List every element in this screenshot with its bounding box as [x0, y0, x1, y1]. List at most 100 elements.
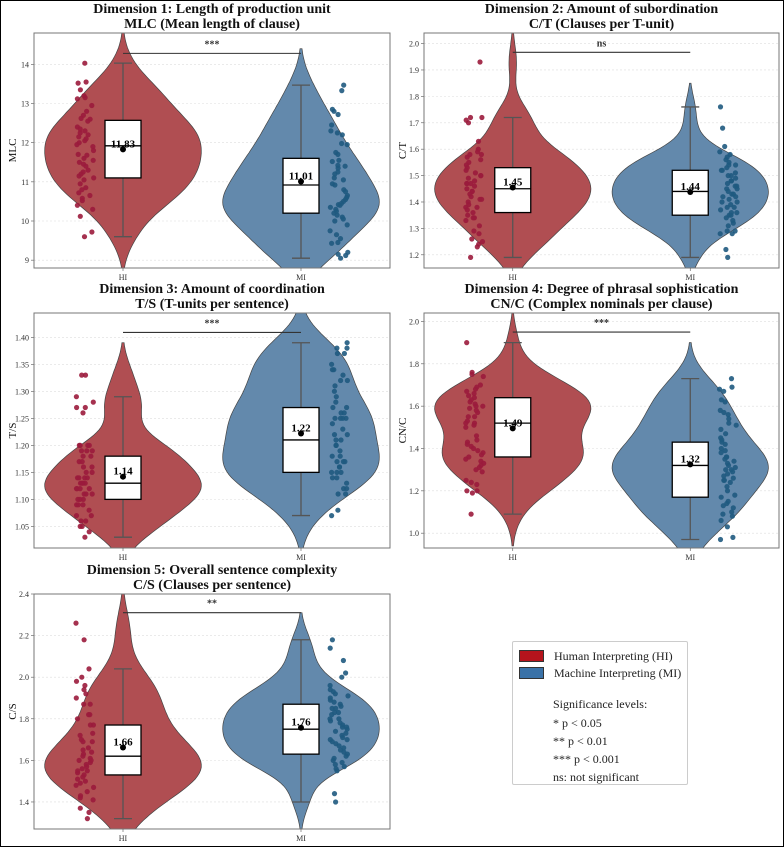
data-point [720, 194, 726, 200]
data-point [717, 231, 723, 237]
y-tick-label: 1.4 [19, 798, 29, 807]
data-point [334, 459, 340, 465]
data-point [724, 488, 731, 494]
data-point [343, 415, 349, 421]
x-tick-label: MI [685, 273, 695, 282]
data-point [82, 778, 88, 784]
data-point [463, 167, 469, 173]
data-point [335, 251, 341, 257]
y-tick-label: 1.3 [409, 224, 419, 233]
data-point [721, 477, 728, 483]
data-point [470, 445, 477, 452]
legend-item-hi: Human Interpreting (HI) [519, 649, 673, 663]
data-point [723, 215, 729, 221]
data-point [725, 188, 731, 194]
data-point [86, 486, 92, 492]
plot-border [423, 312, 780, 549]
panel-title: Dimension 1: Length of production unit [93, 2, 331, 17]
data-point [88, 513, 94, 519]
data-point [343, 491, 349, 497]
data-point [332, 761, 338, 768]
data-point [472, 386, 479, 392]
significance-level: *** p < 0.001 [553, 752, 620, 766]
plot-layer: 11.83 11.01 [44, 33, 380, 268]
data-point [335, 239, 341, 246]
x-tick-label: MI [296, 273, 306, 282]
data-point [727, 479, 733, 485]
data-point [718, 517, 724, 524]
data-point [474, 488, 480, 494]
y-tick-label: 1.9 [409, 66, 419, 75]
data-point [465, 120, 472, 126]
data-point [341, 764, 347, 770]
data-point [472, 414, 478, 420]
data-point [728, 376, 735, 382]
data-point [724, 204, 730, 210]
data-point [89, 102, 95, 109]
data-point [329, 513, 335, 519]
data-point [340, 459, 346, 465]
data-point [329, 158, 335, 165]
y-tick-label: 1.8 [19, 715, 29, 724]
data-point [334, 475, 340, 481]
panel-subtitle: T/S (T-units per sentence) [135, 297, 289, 312]
data-point [732, 170, 739, 176]
data-point [73, 695, 79, 701]
data-point [478, 173, 484, 179]
data-point [332, 415, 338, 421]
data-point [467, 405, 473, 411]
data-point [725, 254, 731, 260]
data-point [89, 448, 95, 454]
plot-layer: 1.49 1.32 [434, 313, 769, 548]
data-point [80, 410, 86, 416]
x-tick-label: HI [509, 553, 518, 562]
data-point [75, 151, 81, 157]
data-point [732, 464, 738, 471]
data-point [729, 231, 735, 237]
data-point [464, 186, 470, 192]
data-point [465, 175, 471, 181]
data-point [730, 469, 736, 475]
data-point [475, 448, 481, 454]
data-point [718, 207, 724, 213]
data-point [476, 223, 482, 229]
data-point [89, 464, 95, 470]
data-point [327, 716, 333, 722]
data-point [86, 529, 92, 535]
data-point [87, 701, 93, 707]
data-point [84, 789, 90, 795]
data-point [85, 167, 91, 173]
data-point [339, 674, 345, 680]
panel-subtitle: C/S (Clauses per sentence) [133, 578, 291, 593]
data-point [90, 797, 96, 803]
x-tick-label: MI [296, 834, 306, 843]
data-point [729, 509, 735, 515]
data-point [76, 475, 82, 481]
data-point [90, 144, 96, 150]
data-point [343, 730, 349, 736]
data-point [86, 666, 92, 672]
box-iqr [671, 441, 709, 498]
significance-title: Significance levels: [553, 697, 648, 711]
mean-point [298, 178, 304, 185]
mean-point [120, 473, 126, 480]
data-point [718, 445, 724, 452]
data-point [475, 138, 482, 144]
data-point [734, 186, 740, 192]
data-point [725, 471, 731, 477]
data-point [730, 534, 736, 541]
data-point [90, 730, 96, 736]
data-point [716, 386, 723, 392]
data-point [82, 128, 88, 134]
data-point [89, 469, 95, 475]
data-point [77, 486, 83, 492]
y-axis-label: MLC [7, 139, 19, 163]
data-point [335, 202, 341, 208]
legend-swatch-hi [519, 650, 544, 662]
data-point [340, 734, 346, 741]
data-point [335, 165, 341, 171]
data-point [330, 404, 336, 411]
data-point [471, 228, 477, 234]
data-point [73, 782, 79, 788]
panel-dimension-1: Dimension 1: Length of production unit M… [7, 2, 391, 282]
